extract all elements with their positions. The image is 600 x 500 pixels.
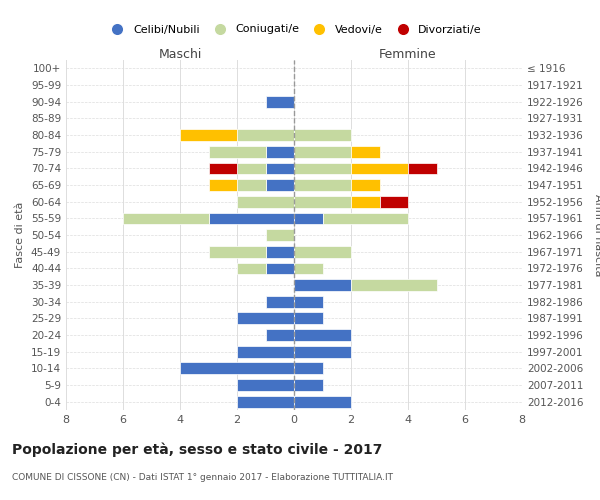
- Bar: [351, 196, 380, 207]
- Bar: [123, 212, 209, 224]
- Bar: [180, 129, 237, 141]
- Bar: [265, 329, 294, 341]
- Bar: [294, 162, 351, 174]
- Bar: [265, 296, 294, 308]
- Text: Femmine: Femmine: [379, 48, 437, 61]
- Bar: [209, 162, 237, 174]
- Bar: [294, 362, 323, 374]
- Bar: [294, 279, 351, 291]
- Bar: [351, 146, 380, 158]
- Legend: Celibi/Nubili, Coniugati/e, Vedovi/e, Divorziati/e: Celibi/Nubili, Coniugati/e, Vedovi/e, Di…: [102, 20, 486, 39]
- Bar: [237, 179, 265, 191]
- Y-axis label: Fasce di età: Fasce di età: [16, 202, 25, 268]
- Bar: [294, 262, 323, 274]
- Bar: [265, 179, 294, 191]
- Bar: [408, 162, 437, 174]
- Bar: [265, 229, 294, 241]
- Bar: [209, 212, 294, 224]
- Bar: [237, 379, 294, 391]
- Bar: [351, 279, 437, 291]
- Bar: [294, 129, 351, 141]
- Text: Maschi: Maschi: [158, 48, 202, 61]
- Bar: [209, 179, 237, 191]
- Bar: [265, 96, 294, 108]
- Bar: [237, 196, 294, 207]
- Bar: [265, 146, 294, 158]
- Bar: [380, 196, 408, 207]
- Bar: [351, 162, 408, 174]
- Y-axis label: Anni di nascita: Anni di nascita: [593, 194, 600, 276]
- Bar: [294, 379, 323, 391]
- Bar: [209, 146, 265, 158]
- Bar: [265, 262, 294, 274]
- Bar: [237, 262, 265, 274]
- Bar: [294, 296, 323, 308]
- Bar: [294, 212, 323, 224]
- Bar: [294, 146, 351, 158]
- Bar: [294, 396, 351, 407]
- Bar: [237, 346, 294, 358]
- Bar: [237, 162, 265, 174]
- Bar: [294, 179, 351, 191]
- Bar: [294, 196, 351, 207]
- Bar: [294, 246, 351, 258]
- Bar: [294, 312, 323, 324]
- Text: Popolazione per età, sesso e stato civile - 2017: Popolazione per età, sesso e stato civil…: [12, 442, 382, 457]
- Bar: [209, 246, 265, 258]
- Bar: [237, 312, 294, 324]
- Text: COMUNE DI CISSONE (CN) - Dati ISTAT 1° gennaio 2017 - Elaborazione TUTTITALIA.IT: COMUNE DI CISSONE (CN) - Dati ISTAT 1° g…: [12, 472, 393, 482]
- Bar: [323, 212, 408, 224]
- Bar: [294, 346, 351, 358]
- Bar: [294, 329, 351, 341]
- Bar: [265, 162, 294, 174]
- Bar: [180, 362, 294, 374]
- Bar: [237, 396, 294, 407]
- Bar: [237, 129, 294, 141]
- Bar: [265, 246, 294, 258]
- Bar: [351, 179, 380, 191]
